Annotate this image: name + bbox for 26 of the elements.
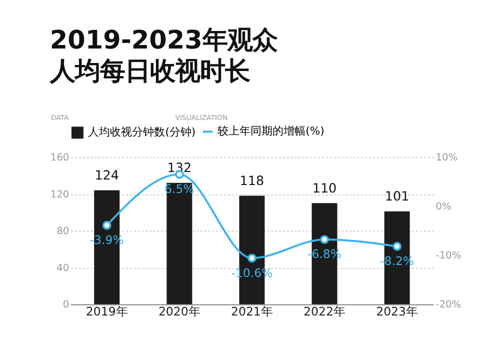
y2-tick-label: -10% bbox=[436, 250, 462, 262]
x-tick-label: 2022年 bbox=[304, 304, 346, 318]
y-tick-label: 160 bbox=[50, 152, 70, 164]
y2-tick-label: 0% bbox=[436, 202, 452, 213]
data-label: 101 bbox=[384, 190, 410, 205]
y-tick-label: 80 bbox=[56, 226, 70, 238]
point bbox=[392, 242, 402, 251]
data-label: 118 bbox=[240, 174, 264, 189]
point bbox=[320, 235, 329, 244]
x-tick-label: 2019年 bbox=[86, 304, 128, 318]
x-tick-label: 2020年 bbox=[158, 304, 200, 318]
y-tick-label: 40 bbox=[56, 262, 70, 274]
data-label: 110 bbox=[312, 181, 337, 196]
chart-title: 2019-2023年观众人均每日收视时长 bbox=[48, 25, 278, 87]
point bbox=[102, 220, 112, 230]
x-tick-label: 2023年 bbox=[376, 304, 418, 318]
x-tick-label: 2021年 bbox=[231, 304, 273, 318]
point bbox=[248, 254, 256, 263]
y-tick-label: 120 bbox=[50, 189, 70, 200]
y2-tick-label: 10% bbox=[436, 152, 458, 164]
y2-tick-label: -20% bbox=[436, 300, 462, 311]
legend-label: 人均收视分钟数(分钟) bbox=[88, 126, 196, 139]
bar bbox=[166, 182, 192, 304]
y-tick-label: 0 bbox=[62, 300, 70, 311]
legend-label: 较上年同期的增幅(%) bbox=[218, 124, 324, 138]
data-label: 124 bbox=[94, 168, 120, 184]
